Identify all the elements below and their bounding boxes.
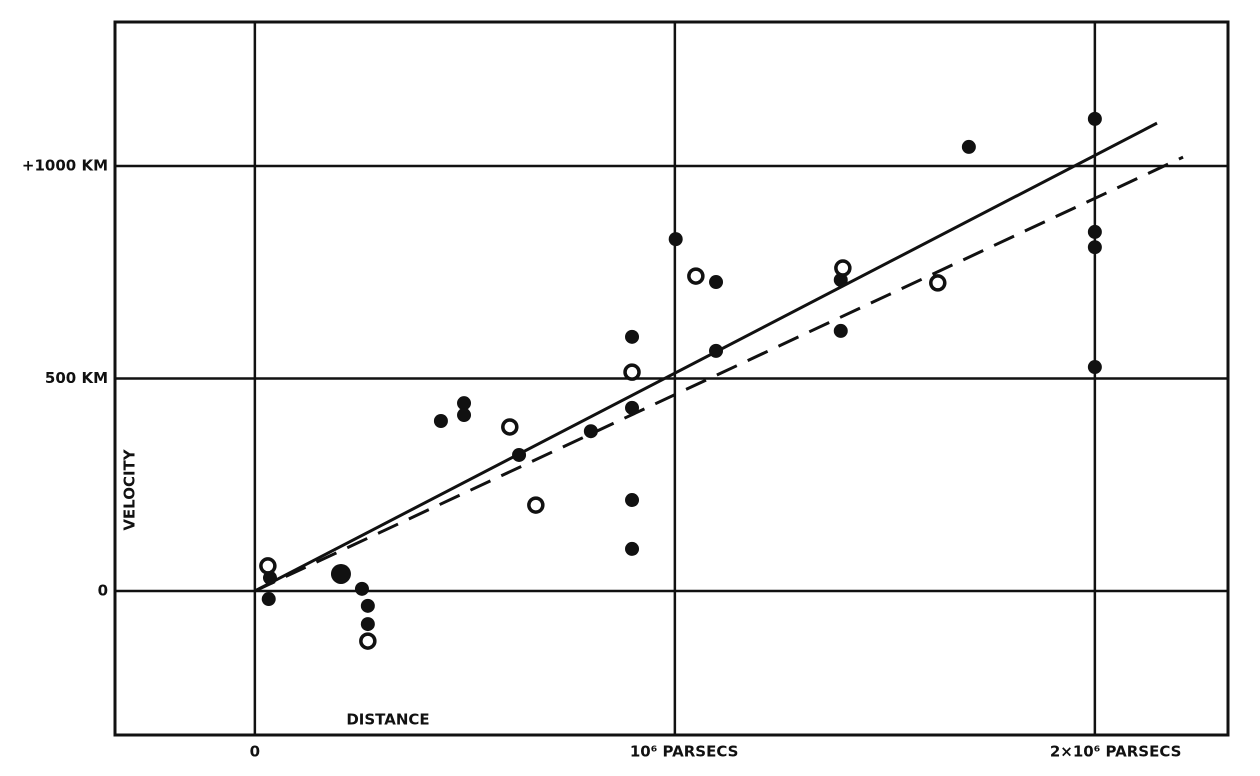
data-point (961, 139, 976, 154)
y-tick-label: +1000 KM (22, 157, 108, 175)
data-point (457, 396, 472, 411)
data-point (929, 274, 947, 292)
y-tick-label: 0 (98, 581, 108, 599)
data-point (625, 400, 640, 415)
y-tick-label: 500 KM (45, 369, 108, 387)
fit-line (254, 121, 1158, 593)
data-point (527, 496, 545, 514)
data-point (668, 232, 683, 247)
data-point (709, 275, 724, 290)
data-point (360, 598, 375, 613)
data-point (709, 343, 724, 358)
fit-line (254, 155, 1184, 593)
data-point (834, 259, 852, 277)
data-point (625, 493, 640, 508)
data-point (359, 632, 377, 650)
data-point (1087, 111, 1102, 126)
data-point (259, 557, 277, 575)
data-point (833, 323, 848, 338)
x-axis-label: DISTANCE (346, 711, 429, 729)
data-point (354, 581, 369, 596)
x-tick-label: 0 (250, 743, 260, 761)
data-point (687, 267, 705, 285)
data-point (360, 617, 375, 632)
data-point (623, 363, 641, 381)
data-point (261, 592, 276, 607)
data-point (583, 424, 598, 439)
data-point (1087, 360, 1102, 375)
data-point (1087, 240, 1102, 255)
data-point (330, 563, 351, 584)
x-tick-label: 2×10⁶ PARSECS (1050, 743, 1182, 761)
data-point (1087, 224, 1102, 239)
y-axis-label: VELOCITY (121, 448, 139, 530)
data-point (512, 447, 527, 462)
data-point (625, 541, 640, 556)
data-point (501, 418, 519, 436)
x-tick-label: 10⁶ PARSECS (630, 743, 739, 761)
data-point (457, 408, 472, 423)
data-point (433, 413, 448, 428)
data-point (625, 329, 640, 344)
